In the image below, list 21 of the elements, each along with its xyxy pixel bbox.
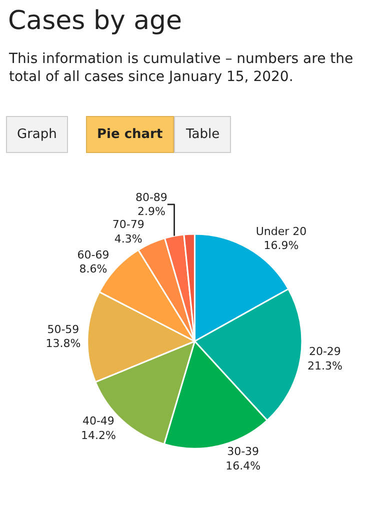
slice-label: 60-69	[77, 248, 110, 262]
slice-label: 40-49	[82, 414, 114, 428]
text: Table	[185, 127, 220, 142]
data-label: 14.2%	[80, 429, 116, 442]
data-label: 8.6%	[79, 262, 108, 276]
data-label: 16.4%	[226, 459, 261, 472]
chart-title: Cases by age	[8, 6, 182, 36]
text: Graph	[17, 127, 57, 142]
slice-label: 70-79	[112, 218, 144, 232]
slice-label: 50-59	[47, 322, 80, 336]
chart-subtitle: This information is cumulative – numbers are the total of all cases since January 15, 2020.	[8, 51, 354, 86]
slice-label: 20-29	[308, 345, 341, 358]
data-label: 21.3%	[307, 359, 342, 372]
text: Pie chart	[97, 127, 163, 142]
slice-label: Under 20	[256, 224, 307, 238]
data-label: 2.9%	[137, 205, 166, 218]
data-label: 13.8%	[46, 337, 81, 350]
slice-label: 80-89	[135, 190, 168, 204]
data-label: 4.3%	[114, 232, 142, 246]
data-label: 16.9%	[264, 239, 299, 252]
slice-label: 30-39	[227, 445, 260, 458]
